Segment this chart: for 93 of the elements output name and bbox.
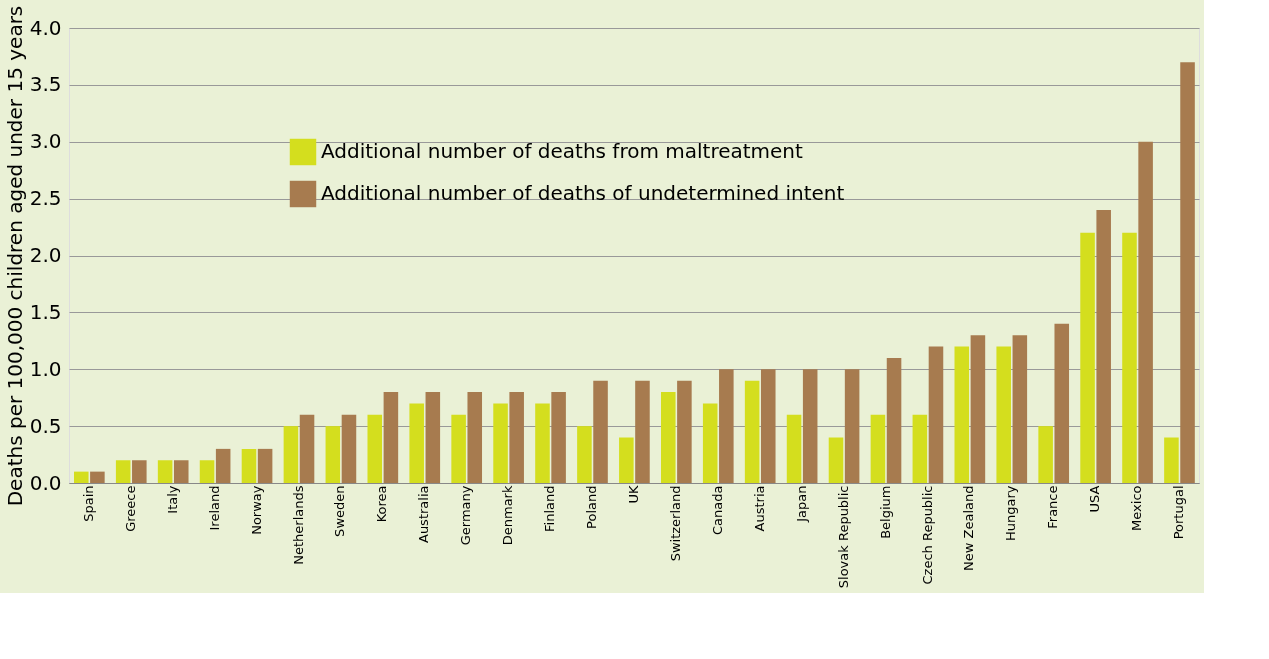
bar xyxy=(719,369,734,483)
bar xyxy=(173,460,189,483)
x-tick-label: New Zealand xyxy=(961,485,977,571)
x-tick-label: Hungary xyxy=(1003,485,1019,542)
bar xyxy=(215,448,231,483)
y-axis-title: Deaths per 100,000 children aged under 15 years xyxy=(2,5,27,507)
bar xyxy=(577,426,592,483)
x-tick-label: Mexico xyxy=(1129,485,1145,531)
bar xyxy=(283,426,299,483)
bar xyxy=(451,414,466,483)
bar xyxy=(1054,323,1070,483)
x-tick-label: Norway xyxy=(248,485,264,535)
bar xyxy=(73,471,89,483)
y-tick-label: 2.0 xyxy=(29,243,62,267)
bar xyxy=(1138,141,1153,483)
bar xyxy=(341,414,357,483)
x-tick-label: Czech Republic xyxy=(919,485,935,585)
y-tick-label: 0.0 xyxy=(29,470,62,495)
bar xyxy=(325,426,341,483)
x-tick-label: Belgium xyxy=(877,485,893,539)
bar xyxy=(199,460,215,483)
bar xyxy=(425,392,441,483)
bar xyxy=(760,369,776,483)
bar xyxy=(115,460,131,483)
bar xyxy=(844,369,860,483)
x-tick-label: Ireland xyxy=(206,485,222,531)
bar xyxy=(509,392,524,483)
x-tick-label: Netherlands xyxy=(290,485,306,565)
x-tick-label: France xyxy=(1045,485,1061,529)
bar xyxy=(886,357,902,483)
bar xyxy=(954,346,970,483)
bar xyxy=(1122,232,1137,483)
x-tick-label: Austria xyxy=(751,485,767,532)
bar xyxy=(241,448,257,483)
bar xyxy=(551,392,566,483)
y-tick-label: 3.0 xyxy=(29,129,62,154)
legend-label: Additional number of deaths of undetermined intent xyxy=(321,181,845,205)
x-tick-label: Poland xyxy=(584,485,600,529)
bar xyxy=(1164,437,1179,483)
x-tick-label: USA xyxy=(1087,485,1103,513)
y-tick-label: 1.5 xyxy=(29,299,62,324)
bar xyxy=(912,414,928,483)
bar xyxy=(996,346,1011,483)
bar xyxy=(593,380,608,483)
y-tick-label: 3.5 xyxy=(29,72,62,97)
y-tick-label: 4.0 xyxy=(29,15,62,40)
x-tick-label: Canada xyxy=(709,485,725,535)
bar xyxy=(383,392,399,483)
x-tick-label: Australia xyxy=(416,485,432,544)
bar xyxy=(828,437,844,483)
bar xyxy=(660,392,676,483)
bar xyxy=(928,346,944,483)
bar xyxy=(702,403,718,483)
bar xyxy=(535,403,550,483)
bar xyxy=(409,403,424,483)
x-tick-label: Switzerland xyxy=(667,485,683,562)
x-tick-label: Japan xyxy=(793,485,809,523)
bar xyxy=(132,460,147,483)
bar xyxy=(870,414,886,483)
bar xyxy=(1038,426,1053,483)
x-tick-label: Italy xyxy=(164,485,180,514)
x-tick-label: Denmark xyxy=(500,485,516,546)
bar xyxy=(677,380,692,483)
bar xyxy=(257,448,273,483)
x-tick-label: Germany xyxy=(458,485,474,546)
bar xyxy=(1012,335,1028,483)
x-tick-label: UK xyxy=(626,485,641,504)
x-tick-label: Portugal xyxy=(1171,485,1187,540)
bar xyxy=(1096,210,1111,483)
x-tick-label: Sweden xyxy=(332,485,348,537)
y-tick-label: 2.5 xyxy=(29,186,62,211)
bar xyxy=(90,471,105,483)
bar xyxy=(786,414,802,483)
y-tick-label: 1.0 xyxy=(29,356,62,381)
x-tick-label: Slovak Republic xyxy=(835,485,851,589)
bar xyxy=(802,369,818,483)
bar xyxy=(744,380,760,483)
bar xyxy=(970,335,986,483)
bar xyxy=(619,437,634,483)
x-tick-label: Finland xyxy=(542,485,558,532)
legend-label: Additional number of deaths from maltreatment xyxy=(321,139,804,163)
x-tick-label: Korea xyxy=(374,485,390,523)
y-tick-label: 0.5 xyxy=(29,413,62,438)
bar xyxy=(467,392,483,483)
bar xyxy=(367,414,383,483)
bar xyxy=(1080,232,1095,483)
bar xyxy=(157,460,173,483)
bar xyxy=(635,380,650,483)
bar xyxy=(1180,62,1195,483)
x-tick-label: Greece xyxy=(122,485,138,532)
x-tick-label: Spain xyxy=(80,485,96,522)
bar xyxy=(299,414,315,483)
bar xyxy=(493,403,508,483)
